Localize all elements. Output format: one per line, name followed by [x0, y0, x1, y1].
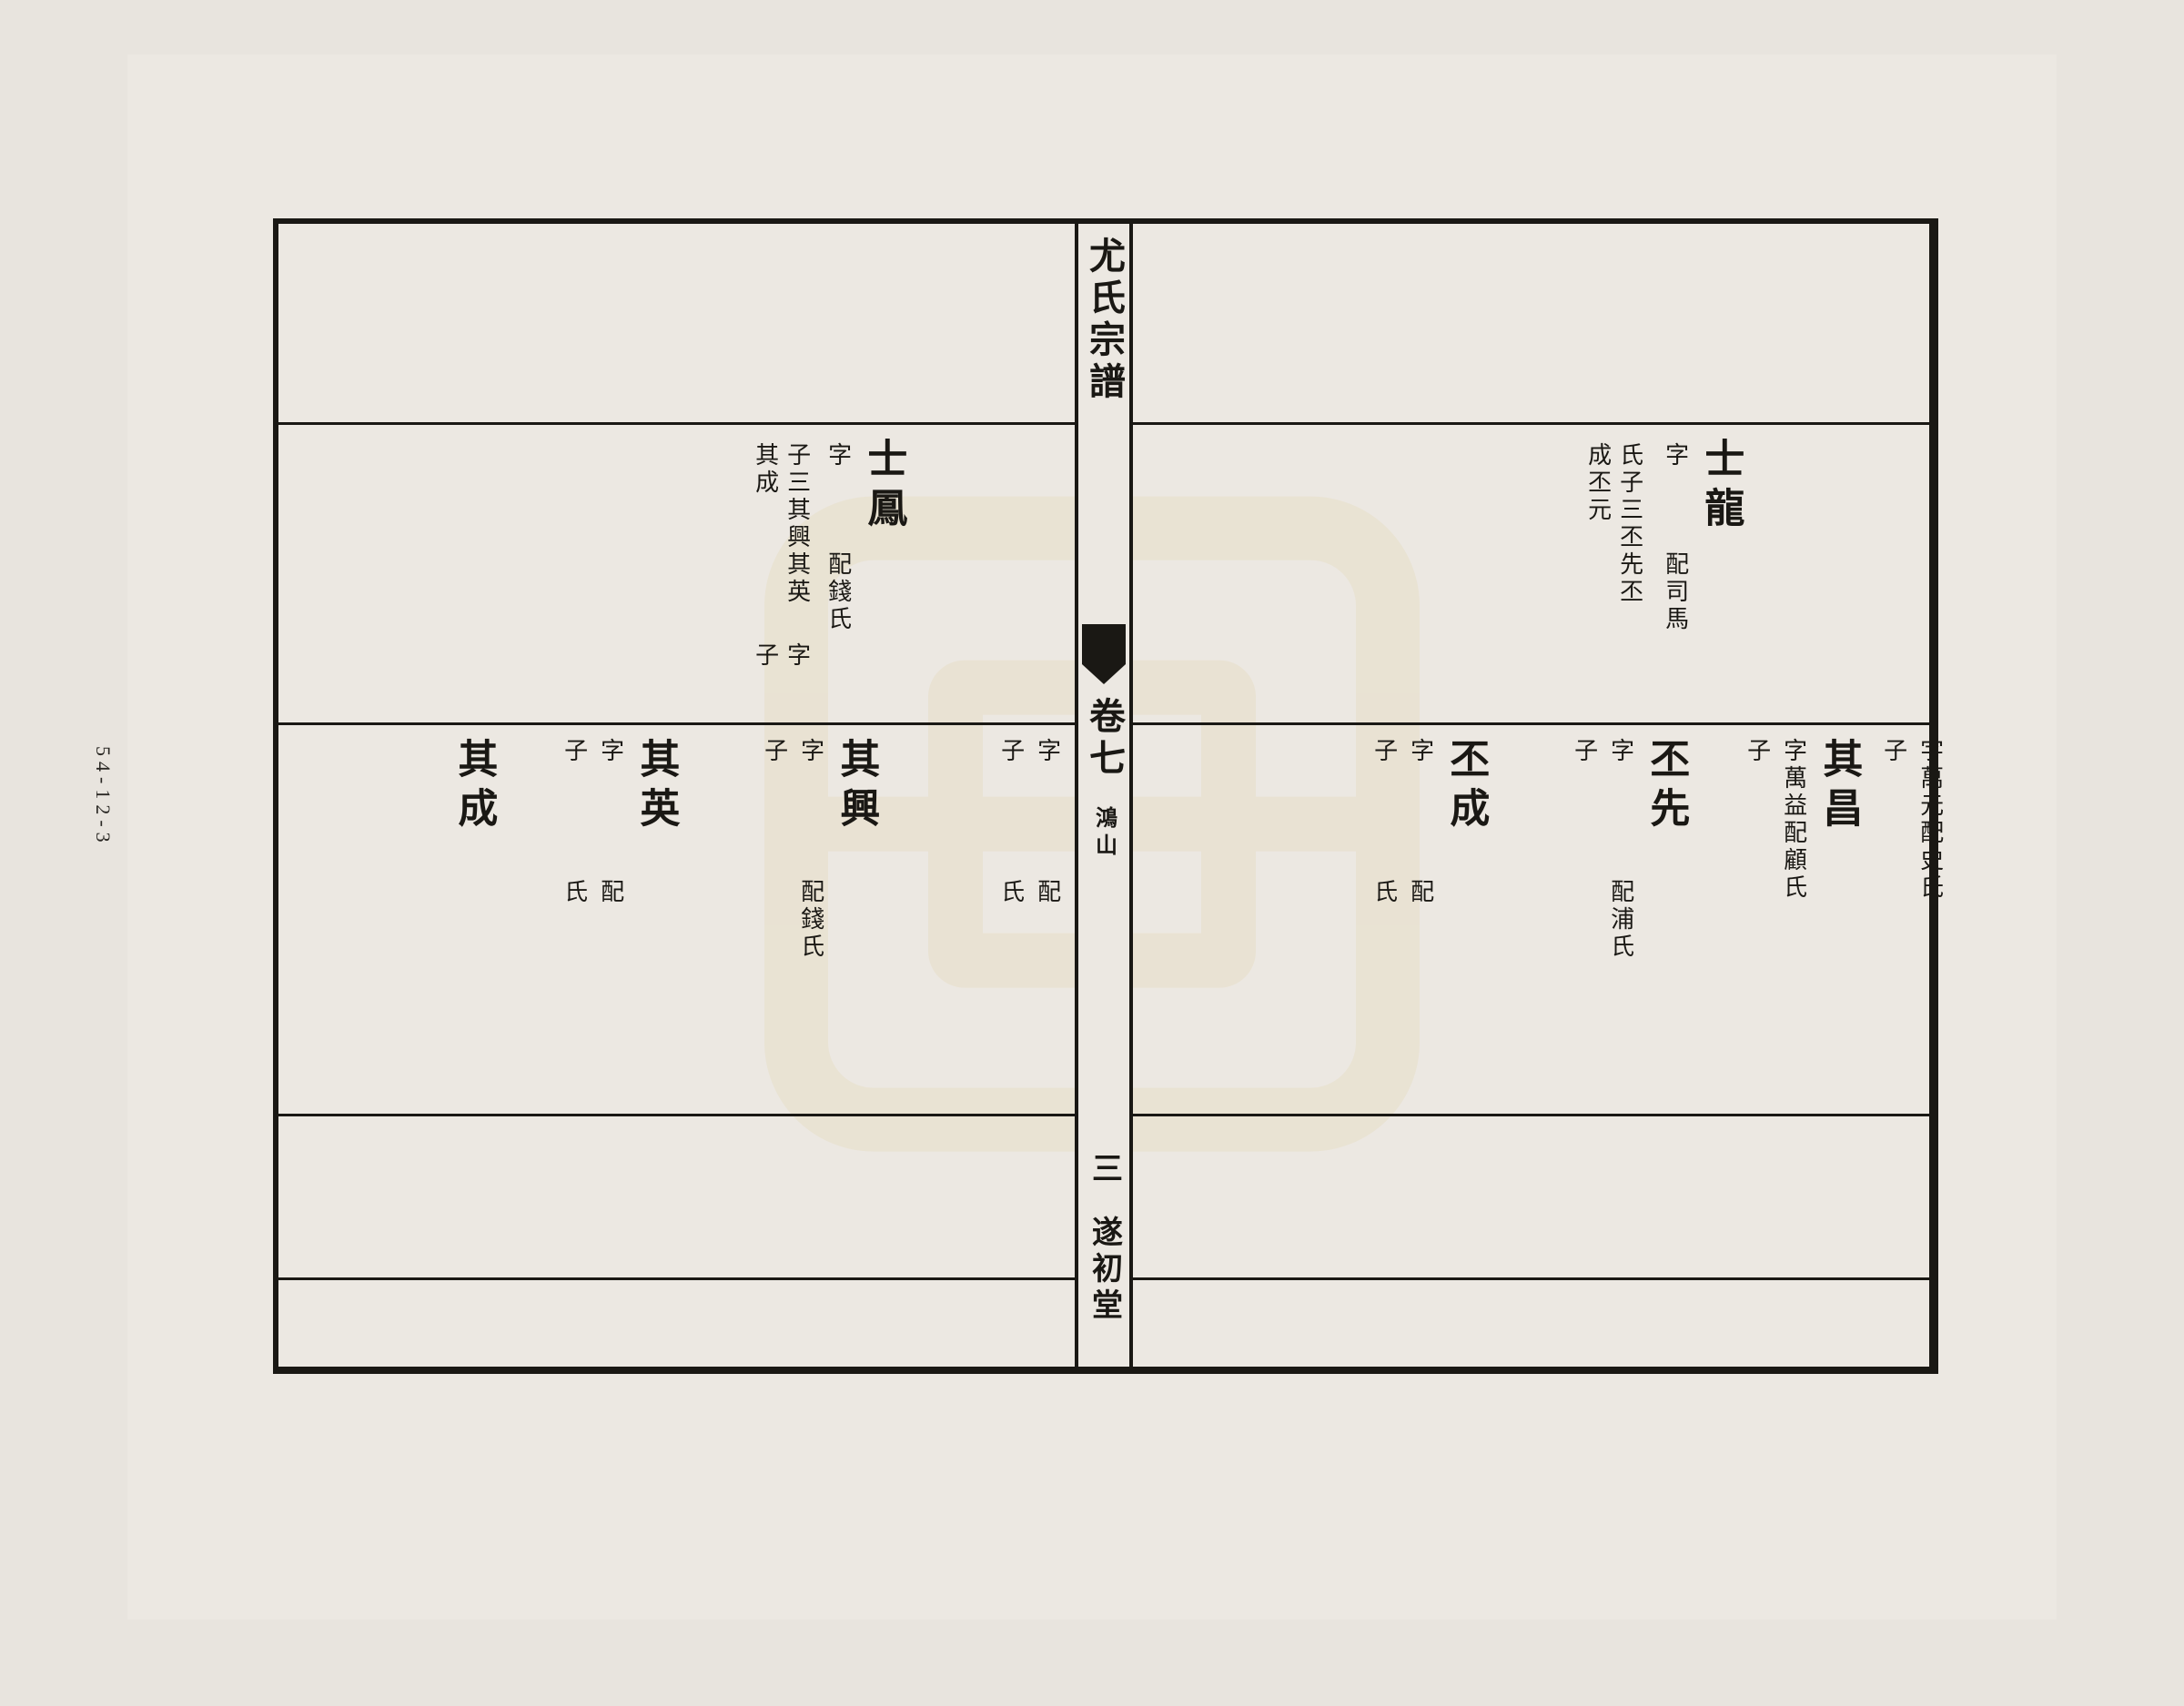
- r3r-1: 子: [1880, 738, 1906, 765]
- spine-pagenum: 三: [1082, 1152, 1127, 1188]
- r3l-8a: 子: [561, 738, 587, 765]
- spine-title: 尤氏宗譜: [1077, 237, 1130, 404]
- r3l-7b: 配: [597, 879, 623, 906]
- r3l-1a: 字: [1034, 738, 1060, 765]
- person-shifeng: 士鳳: [861, 438, 905, 536]
- document-page: 尤氏宗譜 卷七 鴻山 三 遂初堂 士龍 字 配司馬 氏子三丕先丕 成丕元 士鳳 …: [127, 55, 2057, 1620]
- r3l-2b: 氏: [997, 879, 1024, 906]
- shifeng-detail-3b: 子: [752, 642, 778, 670]
- shifeng-detail-1b: 配錢氏: [824, 551, 851, 633]
- r3r-7: 子: [1571, 738, 1597, 765]
- r3r-10b: 氏: [1370, 879, 1397, 906]
- r3r-6a: 字: [1607, 738, 1633, 765]
- person-qiying: 其英: [633, 738, 677, 836]
- r3l-2a: 子: [997, 738, 1024, 765]
- r3r-6b: 配浦氏: [1607, 879, 1633, 961]
- r3l-8b: 氏: [561, 879, 587, 906]
- fishtail-ornament: [1082, 624, 1126, 664]
- shifeng-detail-2a: 子三其興其英: [784, 442, 810, 606]
- r3l-1b: 配: [1034, 879, 1060, 906]
- shilong-detail-3: 成丕元: [1584, 442, 1611, 524]
- spine-hall: 遂初堂: [1082, 1216, 1127, 1325]
- r3r-3: 字萬益配顧氏: [1780, 738, 1806, 902]
- r3l-5: 子: [761, 738, 787, 765]
- archive-reference: 54-12-3: [91, 746, 115, 848]
- person-pixian: 丕先: [1643, 738, 1687, 836]
- person-shilong: 士龍: [1698, 438, 1742, 536]
- r3r-4: 子: [1744, 738, 1770, 765]
- person-qichang: 其昌: [1816, 738, 1860, 836]
- center-spine: 尤氏宗譜 卷七 鴻山 三 遂初堂: [1075, 224, 1133, 1367]
- shifeng-detail-2b: 字: [784, 642, 810, 670]
- r3r-9b: 配: [1407, 879, 1433, 906]
- r3r-10a: 子: [1370, 738, 1397, 765]
- r3l-4a: 字: [797, 738, 824, 765]
- shilong-detail-2: 氏子三丕先丕: [1616, 442, 1643, 606]
- spine-volume: 卷七: [1077, 697, 1130, 781]
- shilong-detail-1a: 字: [1662, 442, 1688, 469]
- shifeng-detail-3a: 其成: [752, 442, 778, 497]
- shifeng-detail-1a: 字: [824, 442, 851, 469]
- r3r-0: 字萬元配史氏: [1916, 738, 1943, 902]
- person-qicheng: 其成: [451, 738, 495, 836]
- r3l-7a: 字: [597, 738, 623, 765]
- spine-subtitle: 鴻山: [1088, 806, 1120, 861]
- r3r-9a: 字: [1407, 738, 1433, 765]
- shilong-detail-1b: 配司馬: [1662, 551, 1688, 633]
- person-qixing: 其興: [834, 738, 877, 836]
- r3l-4b: 配錢氏: [797, 879, 824, 961]
- person-picheng: 丕成: [1443, 738, 1487, 836]
- genealogy-frame: 尤氏宗譜 卷七 鴻山 三 遂初堂 士龍 字 配司馬 氏子三丕先丕 成丕元 士鳳 …: [273, 218, 1938, 1374]
